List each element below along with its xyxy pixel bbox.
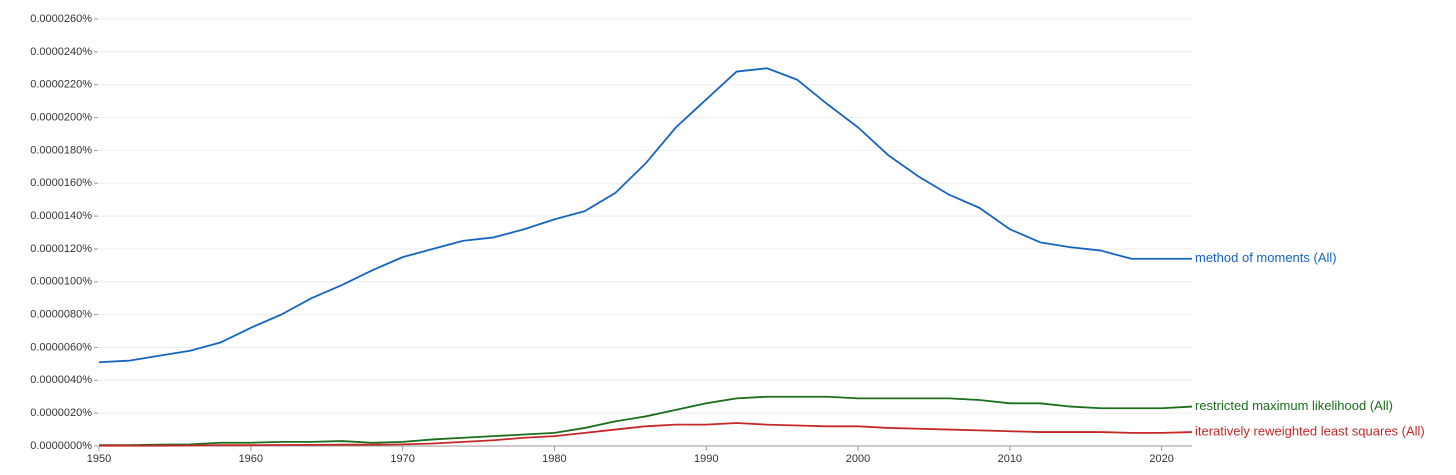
y-tick-label: 0.0000100% xyxy=(30,276,92,288)
x-tick-label: 2020 xyxy=(1149,453,1173,465)
series-line xyxy=(98,67,1192,364)
y-tick-label: 0.0000260% xyxy=(30,13,92,25)
series-line xyxy=(99,422,1193,447)
y-tick-label: 0.0000140% xyxy=(30,210,92,222)
y-tick-label: 0.0000240% xyxy=(30,46,92,58)
x-tick-label: 1950 xyxy=(87,453,111,465)
y-tick-label: 0.0000020% xyxy=(30,407,92,419)
y-tick-label: 0.0000120% xyxy=(30,243,92,255)
y-tick-label: 0.0000080% xyxy=(30,309,92,321)
y-tick-label: 0.0000160% xyxy=(30,177,92,189)
x-tick-label: 1990 xyxy=(694,453,718,465)
y-tick-label: 0.0000040% xyxy=(30,374,92,386)
series-label: iteratively reweighted least squares (Al… xyxy=(1195,423,1425,438)
x-tick-label: 1960 xyxy=(239,453,263,465)
y-tick-label: 0.0000200% xyxy=(30,111,92,123)
series-label: method of moments (All) xyxy=(1195,250,1337,265)
y-tick-label: 0.0000220% xyxy=(30,79,92,91)
y-tick-label: 0.0000000% xyxy=(30,440,92,452)
x-tick-label: 1980 xyxy=(542,453,566,465)
series-line xyxy=(99,395,1193,447)
x-tick-label: 2000 xyxy=(846,453,870,465)
x-tick-label: 1970 xyxy=(390,453,414,465)
y-tick-label: 0.0000060% xyxy=(30,341,92,353)
series-label: restricted maximum likelihood (All) xyxy=(1195,398,1393,413)
y-tick-label: 0.0000180% xyxy=(30,144,92,156)
x-tick-label: 2010 xyxy=(998,453,1022,465)
